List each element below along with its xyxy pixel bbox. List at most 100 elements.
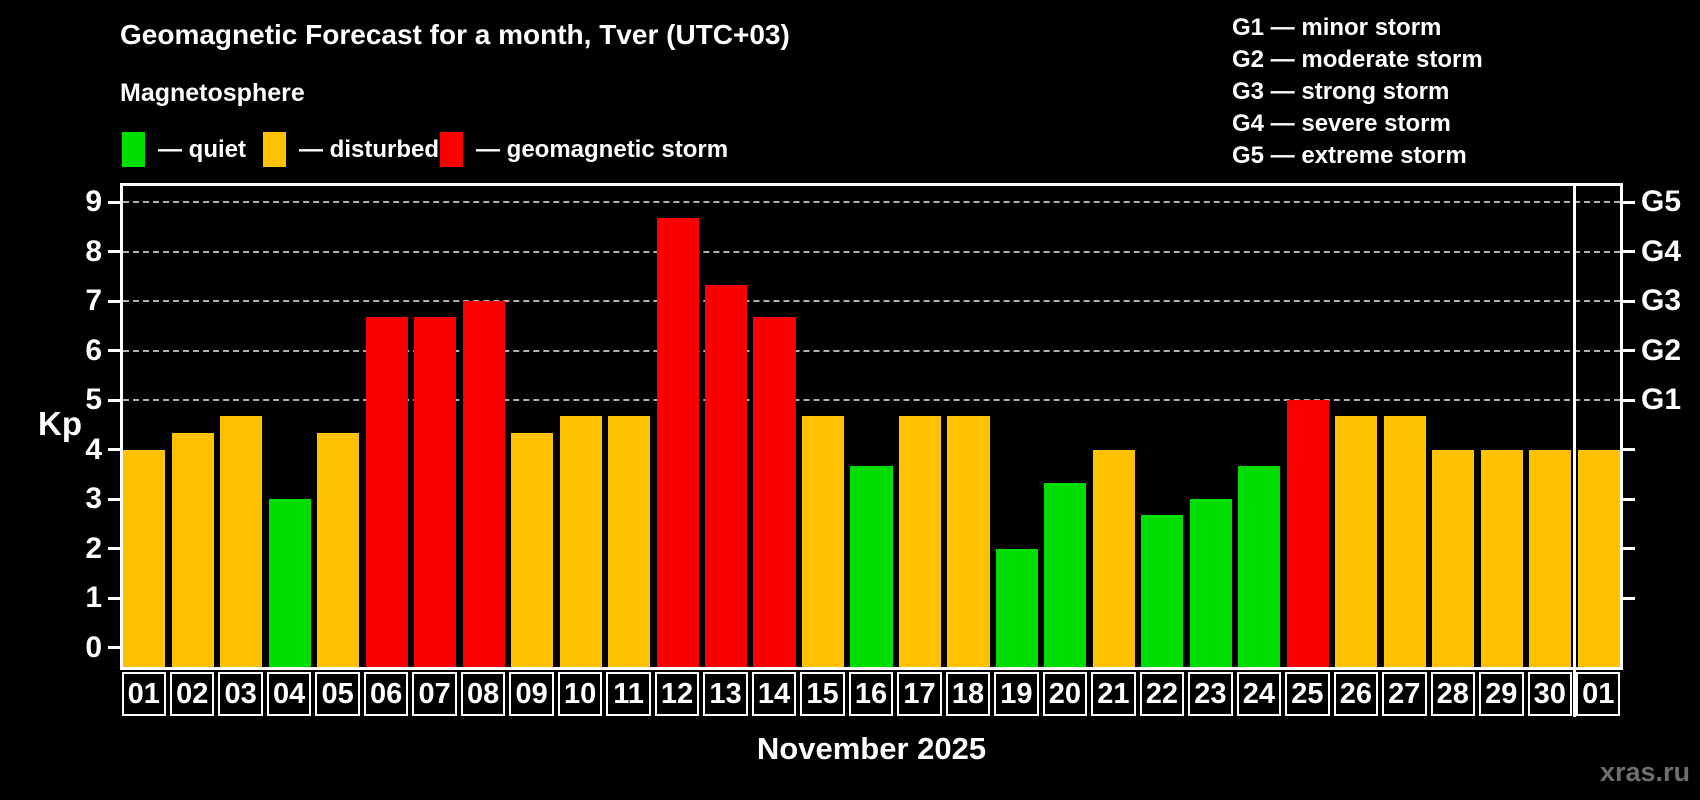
day-label-19: 19 xyxy=(994,672,1039,716)
legend-label-storm: — geomagnetic storm xyxy=(476,135,729,163)
gridline-kp7 xyxy=(123,300,1620,302)
bar-day-05 xyxy=(317,433,360,667)
day-label-26: 26 xyxy=(1333,672,1379,716)
day-label-21: 21 xyxy=(1091,672,1136,716)
legend-item-storm: — geomagnetic storm xyxy=(440,131,728,168)
day-label-27: 27 xyxy=(1382,672,1427,716)
day-label-20: 20 xyxy=(1042,672,1088,716)
y-tick-label-7: 7 xyxy=(85,284,102,317)
y-tick-label-5: 5 xyxy=(85,383,102,416)
storm-scale-g2: G2 — moderate storm xyxy=(1232,46,1483,73)
bar-day-11 xyxy=(608,416,651,667)
bar-day-20 xyxy=(1044,482,1087,667)
legend-item-quiet: — quiet xyxy=(122,131,246,168)
bar-day-15 xyxy=(801,416,845,667)
bar-day-28 xyxy=(1432,449,1475,667)
plot-border-right xyxy=(1620,183,1623,670)
day-label-22: 22 xyxy=(1139,672,1185,716)
y-tick-label-1: 1 xyxy=(85,581,102,614)
bar-day-23 xyxy=(1189,499,1232,667)
day-label-12: 12 xyxy=(654,672,700,716)
g-label-G2: G2 xyxy=(1641,333,1682,367)
bar-day-04 xyxy=(268,499,311,667)
y-tick-label-2: 2 xyxy=(85,531,102,565)
plot-border-bottom xyxy=(120,667,1623,670)
y-tick-label-3: 3 xyxy=(85,482,102,515)
plot-border-left xyxy=(120,183,123,670)
day-label-06: 06 xyxy=(363,672,409,716)
day-label-18: 18 xyxy=(945,672,991,716)
bar-day-12 xyxy=(656,218,699,667)
bar-day-21 xyxy=(1092,449,1135,667)
gridline-kp5 xyxy=(123,399,1620,401)
right-tick-G4 xyxy=(1623,250,1635,253)
bar-day-08 xyxy=(462,301,505,667)
day-label-07: 07 xyxy=(412,672,457,716)
right-tick-G1 xyxy=(1623,398,1635,402)
y-axis-title: Kp xyxy=(38,405,82,442)
day-label-28: 28 xyxy=(1430,672,1476,716)
bar-day-01-next-month xyxy=(1577,449,1620,667)
day-label-11: 11 xyxy=(606,672,651,716)
day-label-03: 03 xyxy=(218,672,263,716)
bar-day-25 xyxy=(1286,400,1329,667)
day-label-14: 14 xyxy=(751,672,797,716)
y-tick-5 xyxy=(108,398,120,402)
right-tick-kp2 xyxy=(1623,547,1635,550)
right-tick-G2 xyxy=(1623,349,1635,352)
day-label-29: 29 xyxy=(1479,672,1524,716)
bar-day-27 xyxy=(1383,416,1426,667)
right-tick-kp3 xyxy=(1623,497,1635,501)
g-label-G4: G4 xyxy=(1641,234,1682,268)
g-label-G5: G5 xyxy=(1641,185,1682,218)
day-label-01-next-month: 01 xyxy=(1576,672,1621,716)
day-label-01: 01 xyxy=(121,672,166,716)
storm-scale-g3: G3 — strong storm xyxy=(1232,78,1450,105)
bar-day-17 xyxy=(898,416,942,667)
plot-border-top xyxy=(120,183,1623,186)
bar-day-18 xyxy=(947,416,990,667)
y-tick-label-8: 8 xyxy=(85,234,102,268)
right-tick-G3 xyxy=(1623,299,1635,303)
legend-label-quiet: — quiet xyxy=(158,135,246,163)
bar-day-19 xyxy=(995,548,1038,667)
day-label-17: 17 xyxy=(897,672,942,716)
day-label-04: 04 xyxy=(266,672,312,716)
bar-day-16 xyxy=(850,465,893,667)
gridline-kp8 xyxy=(123,250,1620,253)
y-tick-label-6: 6 xyxy=(85,333,102,367)
y-tick-6 xyxy=(108,349,120,352)
x-axis-title: November 2025 xyxy=(756,731,987,766)
bar-day-09 xyxy=(511,433,554,667)
bar-day-22 xyxy=(1141,515,1184,667)
day-label-16: 16 xyxy=(848,672,894,716)
y-tick-0 xyxy=(108,646,120,649)
y-tick-8 xyxy=(108,250,120,253)
day-label-15: 15 xyxy=(800,672,845,716)
month-separator xyxy=(1573,183,1577,717)
bar-day-29 xyxy=(1480,449,1523,667)
legend-item-disturbed: — disturbed xyxy=(263,131,439,168)
bar-day-01 xyxy=(123,449,166,667)
y-tick-label-0: 0 xyxy=(85,630,102,664)
gridline-kp9 xyxy=(123,201,1620,203)
storm-swatch-icon xyxy=(440,132,463,167)
day-label-13: 13 xyxy=(703,672,748,716)
quiet-swatch-icon xyxy=(122,132,145,167)
day-label-24: 24 xyxy=(1236,672,1282,716)
day-label-23: 23 xyxy=(1188,672,1233,716)
y-tick-4 xyxy=(108,448,120,451)
gridline-kp6 xyxy=(123,349,1620,352)
bar-day-07 xyxy=(414,317,457,667)
day-label-05: 05 xyxy=(315,672,360,716)
right-tick-G5 xyxy=(1623,200,1635,204)
bar-day-02 xyxy=(171,433,214,667)
bar-day-10 xyxy=(559,416,602,667)
g-label-G3: G3 xyxy=(1641,284,1682,317)
bar-day-03 xyxy=(220,416,263,667)
day-label-02: 02 xyxy=(169,672,215,716)
bar-day-26 xyxy=(1335,416,1378,667)
bar-day-14 xyxy=(753,317,796,667)
chart-subtitle: Magnetosphere xyxy=(120,79,305,107)
